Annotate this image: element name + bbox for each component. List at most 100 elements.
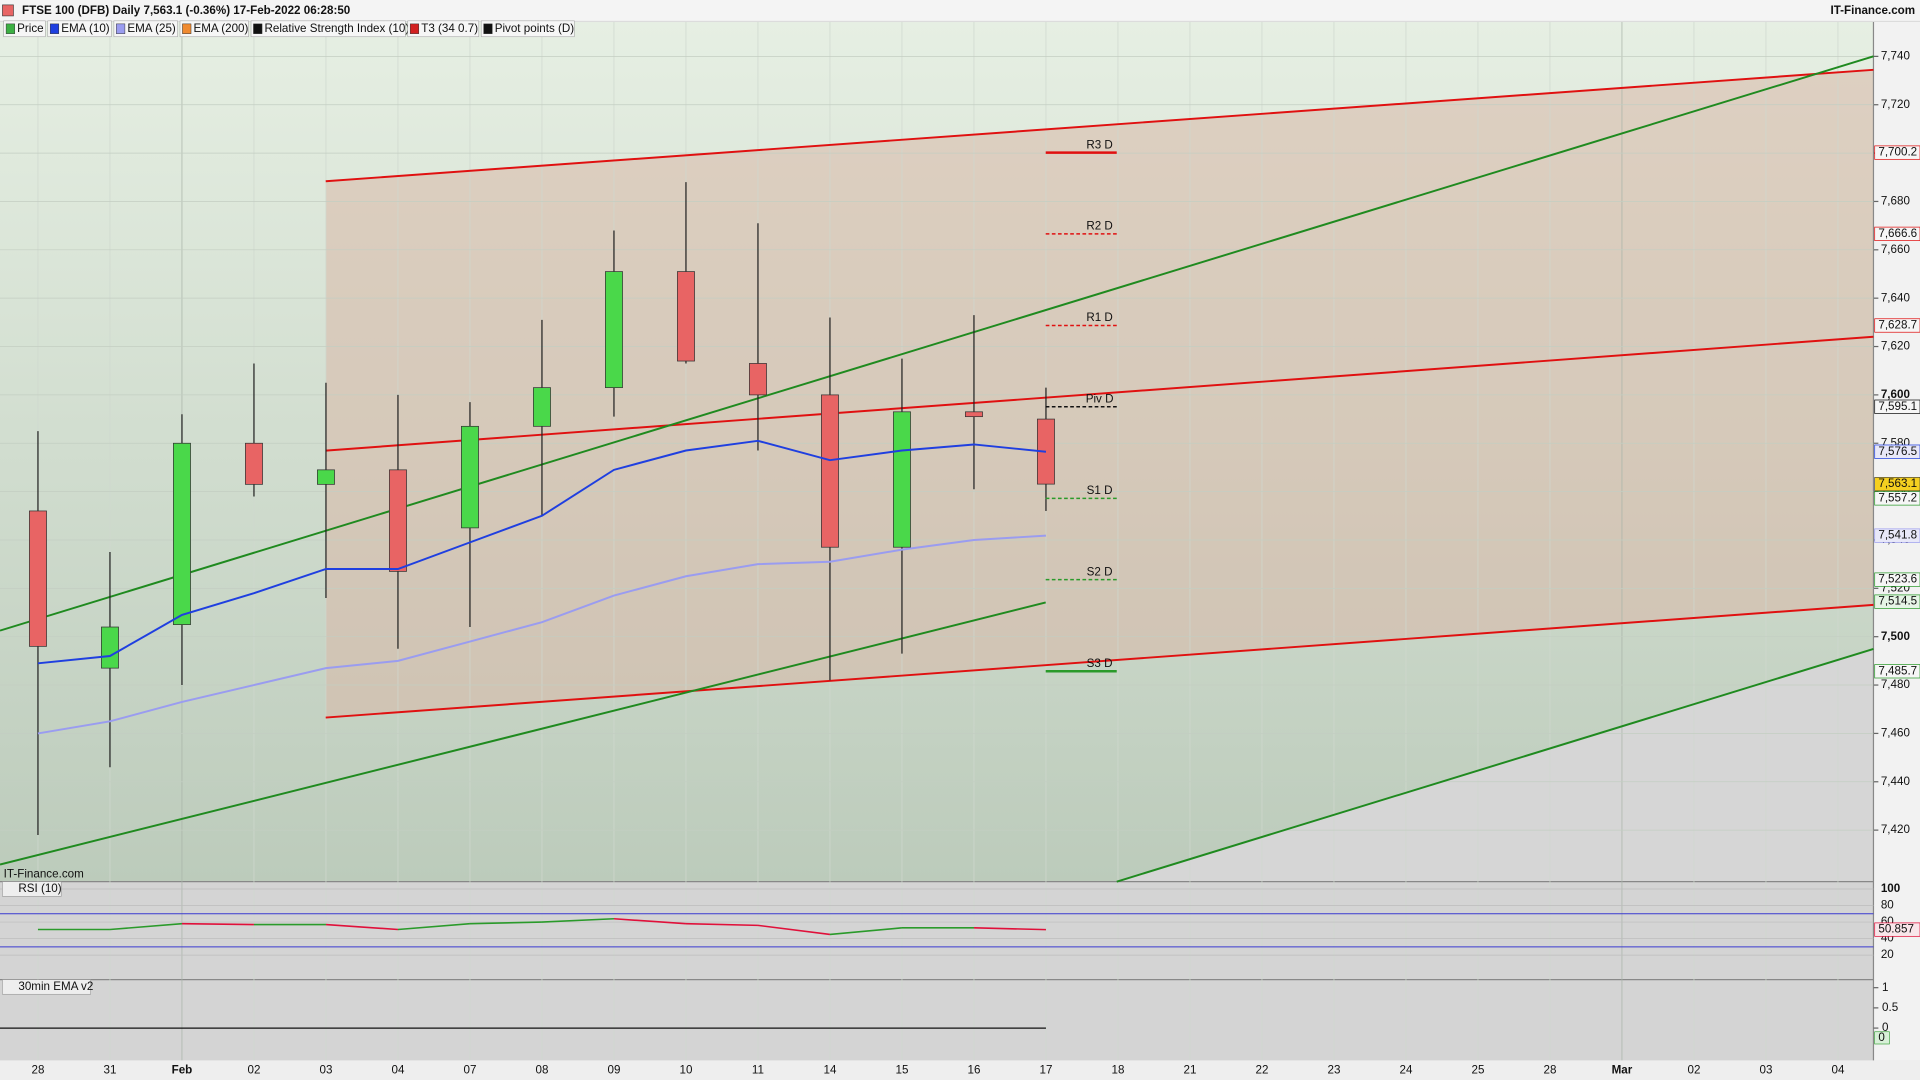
rsi-panel (0, 881, 1874, 980)
y-tick-label: 7,480 (1881, 678, 1911, 691)
x-tick-label: 04 (391, 1063, 404, 1076)
x-tick-label: Feb (172, 1063, 193, 1076)
x-tick-label: 25 (1471, 1063, 1484, 1076)
x-tick-label: 09 (607, 1063, 620, 1076)
legend-item (113, 20, 178, 38)
value-tag-label: 50.857 (1878, 923, 1914, 936)
legend-label: Relative Strength Index (10) (264, 22, 409, 35)
y-tick-label: 7,640 (1881, 291, 1911, 304)
value-tag (1874, 594, 1920, 609)
x-tick-label: 02 (247, 1063, 260, 1076)
candle-body (965, 411, 983, 418)
y-tick-label: 7,460 (1881, 726, 1911, 739)
y-tick-label: 20 (1881, 948, 1894, 961)
x-tick-label: 04 (1831, 1063, 1844, 1076)
y-tick-label: 7,740 (1881, 49, 1911, 62)
x-tick-label: 07 (463, 1063, 476, 1076)
value-tag-label: 0 (1878, 1031, 1885, 1044)
value-tag-label: 7,557.2 (1878, 491, 1917, 504)
value-tag-label: 7,576.5 (1878, 445, 1917, 458)
y-tick-label: 7,620 (1881, 340, 1911, 353)
legend-label: Price (17, 22, 44, 35)
candle-body (605, 271, 623, 389)
x-tick-label: 22 (1255, 1063, 1268, 1076)
pivot-name: R2 D (1086, 220, 1113, 233)
x-tick-label: 31 (103, 1063, 116, 1076)
legend-item (179, 20, 249, 38)
x-tick-label: 23 (1327, 1063, 1340, 1076)
value-tag (1874, 1031, 1890, 1045)
trend-lines (0, 55, 1874, 883)
ema-line (37, 534, 1047, 735)
y-tick-label: 0 (1882, 1021, 1889, 1034)
value-tag-label: 7,666.6 (1878, 227, 1917, 240)
price-tag-label: 7,563.1 (1878, 477, 1917, 490)
legend-label: T3 (34 0.7) (421, 22, 478, 35)
rsi-line (613, 917, 687, 925)
legend-swatch (483, 23, 493, 34)
legend-swatch (182, 23, 192, 34)
x-tick-label: 28 (31, 1063, 44, 1076)
pivot-name: R1 D (1086, 311, 1113, 324)
y-tick-label: 7,680 (1881, 195, 1911, 208)
value-tag (1874, 318, 1920, 333)
rsi-line (469, 921, 542, 925)
watermark: IT-Finance.com (4, 867, 84, 880)
trend-line (1116, 648, 1874, 883)
value-tag (1874, 922, 1920, 937)
ema-line (37, 439, 1047, 665)
legend-item (407, 20, 480, 38)
source: IT-Finance.com (1830, 4, 1915, 17)
y-tick-label: 7,720 (1881, 98, 1911, 111)
x-tick-label: 10 (679, 1063, 692, 1076)
value-tag-label: 7,700.2 (1878, 146, 1917, 159)
rsi-title: RSI (10) (18, 882, 61, 895)
x-tick-label: 18 (1111, 1063, 1124, 1076)
value-tag-label: 7,541.8 (1878, 529, 1917, 542)
legend-item (47, 20, 112, 38)
legend-item (480, 20, 575, 38)
value-tag-label: 7,514.5 (1878, 595, 1917, 608)
pivot-name: Piv D (1086, 392, 1114, 405)
legend-swatch (409, 23, 420, 34)
legend-swatch (116, 23, 126, 34)
candle-body (389, 469, 407, 572)
value-tag-label: 7,523.6 (1878, 573, 1917, 586)
pivot-name: S2 D (1087, 565, 1113, 578)
candle-body (245, 442, 263, 485)
candle-body (677, 271, 695, 362)
x-tick-label: 28 (1543, 1063, 1556, 1076)
legend-label: EMA (25) (127, 22, 176, 35)
candle-body (533, 387, 551, 427)
x-tick-label: 17 (1039, 1063, 1052, 1076)
pivot-name: R3 D (1086, 138, 1113, 151)
rsi-line (757, 924, 831, 936)
y-tick-label: 7,440 (1881, 775, 1911, 788)
value-tag-label: 7,485.7 (1878, 664, 1917, 677)
rsi-line (541, 917, 614, 923)
trend-line (325, 335, 1874, 452)
candle-body (461, 425, 479, 529)
y-tick-label: 0.5 (1882, 1001, 1898, 1014)
x-tick-label: 21 (1183, 1063, 1196, 1076)
legend-swatch (49, 23, 60, 34)
y-tick-label: 1 (1882, 981, 1888, 994)
x-tick-label: 15 (895, 1063, 908, 1076)
rsi-line (109, 922, 183, 931)
candle-body (893, 411, 911, 548)
panel-tag (2, 881, 62, 897)
x-tick-label: 08 (535, 1063, 548, 1076)
rsi-line (685, 922, 758, 927)
rsi-line (325, 923, 399, 931)
y-tick-label: 7,420 (1881, 823, 1911, 836)
value-tag (1874, 399, 1920, 414)
pivot-name: S3 D (1087, 657, 1113, 670)
x-tick-label: 02 (1687, 1063, 1700, 1076)
ema-panel (0, 979, 1874, 1061)
y-tick-label: 7,500 (1881, 630, 1910, 643)
value-tag (1874, 664, 1920, 679)
trend-line (0, 55, 1874, 632)
panel-tag (2, 979, 91, 995)
